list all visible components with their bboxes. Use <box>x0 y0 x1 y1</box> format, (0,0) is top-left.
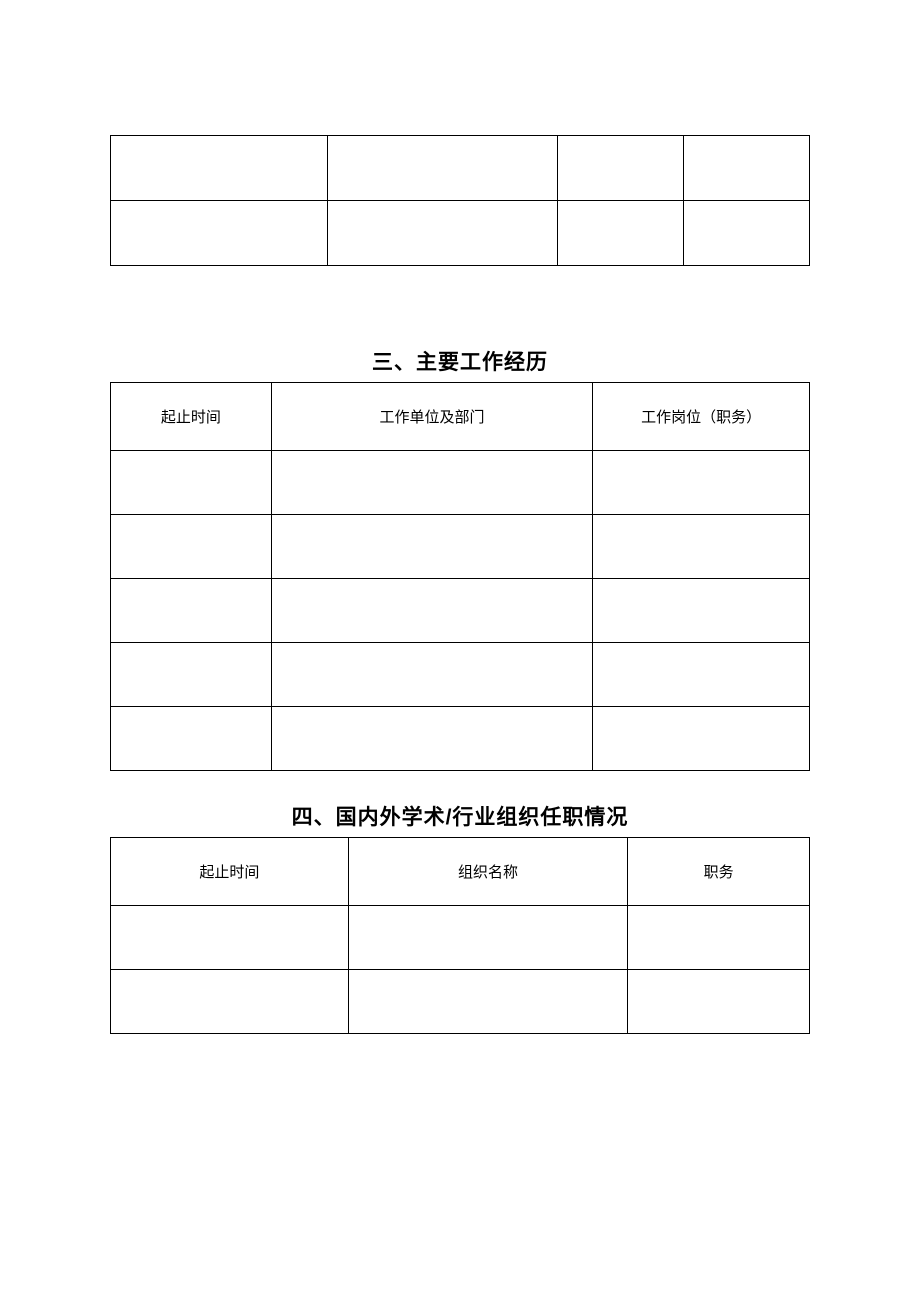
table-cell <box>111 970 349 1034</box>
table-cell <box>628 970 810 1034</box>
section4-wrapper: 四、国内外学术/行业组织任职情况 起止时间 组织名称 职务 <box>110 801 810 1034</box>
table-cell <box>111 136 328 201</box>
section4-heading: 四、国内外学术/行业组织任职情况 <box>110 801 810 831</box>
col-header-period: 起止时间 <box>111 383 272 451</box>
col-header-period: 起止时间 <box>111 838 349 906</box>
table-row <box>111 451 810 515</box>
table-cell <box>271 515 593 579</box>
table-row <box>111 136 810 201</box>
table-row <box>111 579 810 643</box>
table-cell <box>327 136 558 201</box>
table-cell <box>558 136 684 201</box>
table-row <box>111 970 810 1034</box>
table-row <box>111 643 810 707</box>
table-cell <box>593 515 810 579</box>
table-cell <box>271 451 593 515</box>
table-row <box>111 201 810 266</box>
table-row <box>111 906 810 970</box>
table-cell <box>593 451 810 515</box>
table-cell <box>271 643 593 707</box>
table-cell <box>593 579 810 643</box>
table-header-row: 起止时间 组织名称 职务 <box>111 838 810 906</box>
top-table <box>110 135 810 266</box>
table-cell <box>111 906 349 970</box>
table-row <box>111 515 810 579</box>
table-cell <box>111 579 272 643</box>
table-cell <box>348 970 628 1034</box>
table-cell <box>111 515 272 579</box>
table-cell <box>327 201 558 266</box>
table-cell <box>271 707 593 771</box>
table-cell <box>111 201 328 266</box>
page-content: 三、主要工作经历 起止时间 工作单位及部门 工作岗位（职务） <box>0 0 920 1034</box>
table-header-row: 起止时间 工作单位及部门 工作岗位（职务） <box>111 383 810 451</box>
table-cell <box>558 201 684 266</box>
col-header-org-name: 组织名称 <box>348 838 628 906</box>
table-cell <box>593 707 810 771</box>
table-cell <box>111 707 272 771</box>
col-header-position: 工作岗位（职务） <box>593 383 810 451</box>
table-cell <box>348 906 628 970</box>
col-header-unit: 工作单位及部门 <box>271 383 593 451</box>
table-cell <box>111 451 272 515</box>
section3-heading: 三、主要工作经历 <box>110 346 810 376</box>
org-membership-table: 起止时间 组织名称 职务 <box>110 837 810 1034</box>
table-cell <box>628 906 810 970</box>
table-cell <box>684 201 810 266</box>
table-cell <box>271 579 593 643</box>
work-experience-table: 起止时间 工作单位及部门 工作岗位（职务） <box>110 382 810 771</box>
table-cell <box>593 643 810 707</box>
table-cell <box>684 136 810 201</box>
table-row <box>111 707 810 771</box>
table-cell <box>111 643 272 707</box>
col-header-title: 职务 <box>628 838 810 906</box>
